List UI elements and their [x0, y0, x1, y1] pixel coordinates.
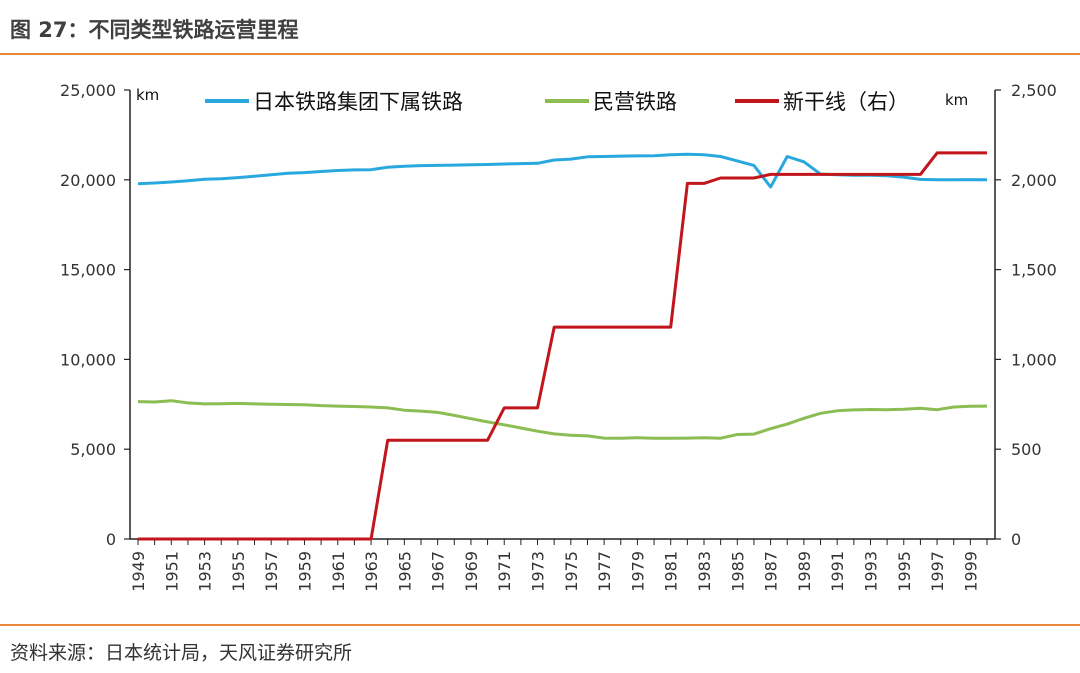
x-tick-label: 1965: [395, 551, 414, 592]
x-tick-label: 1969: [462, 551, 481, 592]
x-tick-label: 1979: [628, 551, 647, 592]
right-tick-label: 2,500: [1011, 81, 1057, 100]
x-tick-label: 1971: [495, 551, 514, 592]
source-divider: [0, 624, 1080, 626]
x-tick-label: 1993: [861, 551, 880, 592]
series-line: [137, 152, 988, 189]
x-tick-label: 1985: [728, 551, 747, 592]
x-tick-label: 1955: [229, 551, 248, 592]
figure-title: 图 27：不同类型铁路运营里程: [10, 18, 299, 42]
x-tick-label: 1949: [129, 551, 148, 592]
x-tick-label: 1997: [928, 551, 947, 592]
chart-axes: 0 5,000 10,000 15,000 20,000 25,000 0 500 1,000 1…: [60, 81, 1057, 592]
x-tick-label: 1967: [429, 551, 448, 592]
left-tick-label: 15,000: [60, 261, 116, 280]
x-tick-label: 1953: [196, 551, 215, 592]
left-tick-label: 20,000: [60, 171, 116, 190]
x-tick-label: 1963: [362, 551, 381, 592]
x-tick-label: 1975: [562, 551, 581, 592]
right-tick-label: 500: [1011, 440, 1042, 459]
x-tick-label: 1987: [762, 551, 781, 592]
x-tick-label: 1989: [795, 551, 814, 592]
chart-legend: 日本铁路集团下属铁路 民营铁路 新干线（右）: [205, 90, 909, 114]
x-tick-label: 1957: [262, 551, 281, 592]
x-tick-label: 1991: [828, 551, 847, 592]
x-tick-label: 1973: [529, 551, 548, 592]
x-tick-label: 1959: [295, 551, 314, 592]
legend-label: 民营铁路: [593, 90, 677, 114]
left-tick-label: 25,000: [60, 81, 116, 100]
line-chart: 0 5,000 10,000 15,000 20,000 25,000 0 500 1,000 1…: [60, 81, 1057, 592]
legend-label: 日本铁路集团下属铁路: [253, 90, 463, 114]
x-tick-label: 1995: [895, 551, 914, 592]
right-unit-label: km: [945, 91, 968, 109]
right-tick-label: 1,500: [1011, 261, 1057, 280]
x-tick-label: 1999: [961, 551, 980, 592]
right-tick-label: 1,000: [1011, 350, 1057, 369]
left-unit-label: km: [136, 86, 159, 104]
left-tick-label: 5,000: [70, 440, 116, 459]
x-tick-label: 1981: [662, 551, 681, 592]
series-line: [138, 151, 987, 541]
x-tick-label: 1961: [329, 551, 348, 592]
series-line: [137, 399, 988, 440]
right-tick-label: 0: [1011, 530, 1021, 549]
title-divider: [0, 53, 1080, 55]
legend-label: 新干线（右）: [783, 90, 909, 114]
x-tick-label: 1951: [162, 551, 181, 592]
x-tick-label: 1983: [695, 551, 714, 592]
x-tick-label: 1977: [595, 551, 614, 592]
left-tick-label: 0: [106, 530, 116, 549]
right-tick-label: 2,000: [1011, 171, 1057, 190]
left-tick-label: 10,000: [60, 350, 116, 369]
chart-series: [137, 151, 988, 541]
source-note: 资料来源：日本统计局，天风证券研究所: [10, 642, 353, 664]
